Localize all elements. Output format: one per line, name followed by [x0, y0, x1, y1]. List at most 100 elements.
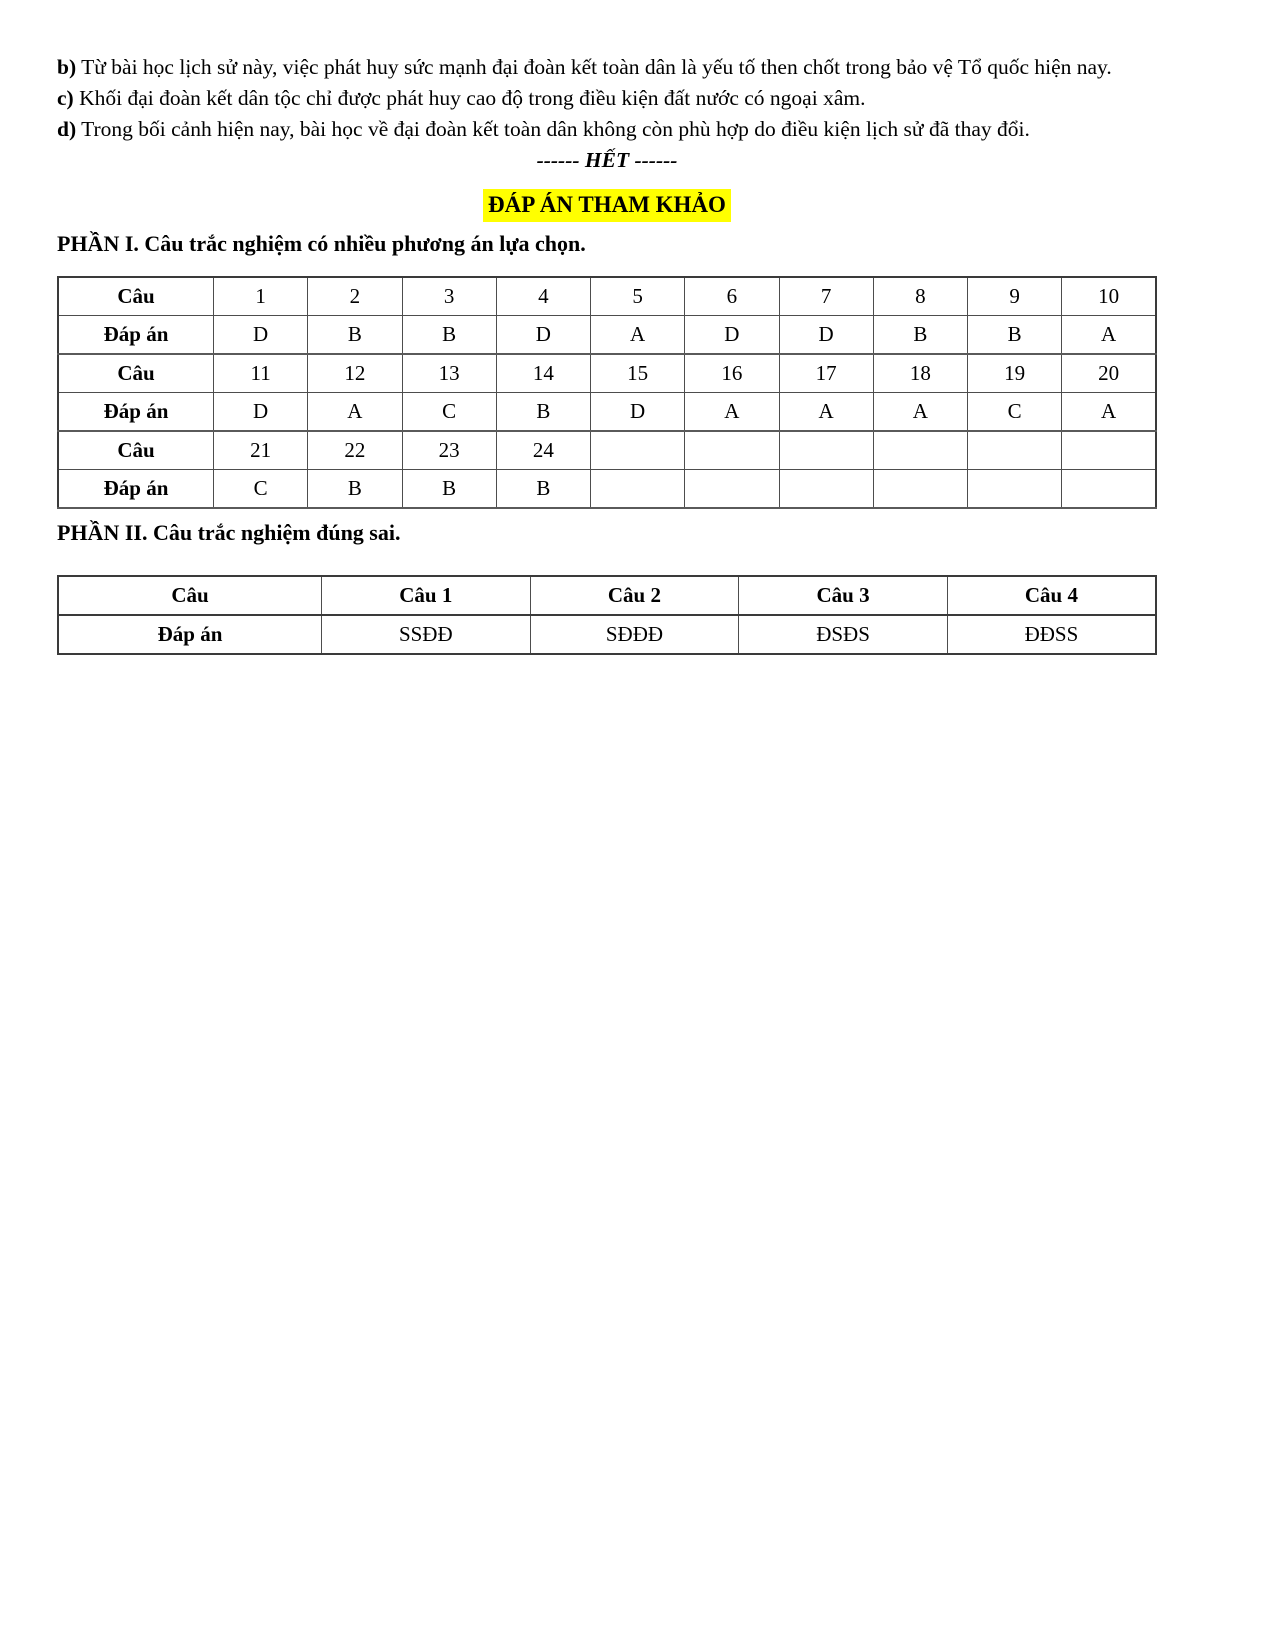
question-number-cell: 23: [401, 430, 497, 470]
question-number-cell: 3: [401, 276, 497, 316]
row-label-cell: Đáp án: [57, 614, 322, 655]
part2-heading: PHẦN II. Câu trắc nghiệm đúng sai.: [57, 520, 401, 545]
answer-title-row: ĐÁP ÁN THAM KHẢO: [57, 189, 1157, 222]
question-number-cell: 15: [589, 353, 686, 393]
answer-cell: [589, 469, 686, 509]
question-number-cell: 19: [966, 353, 1063, 393]
question-number-cell: 5: [589, 276, 686, 316]
answer-cell: A: [307, 392, 403, 432]
row-label-cell: Đáp án: [57, 469, 214, 509]
answer-cell: A: [872, 392, 969, 432]
answer-cell: [778, 469, 874, 509]
part1-table-row: Câu 1 2 3 4 5 6 7 8 9 10: [57, 276, 1157, 316]
answer-cell: C: [401, 392, 497, 432]
question-number-cell: 10: [1061, 276, 1157, 316]
answer-cell: ĐĐSS: [946, 614, 1157, 655]
statement-d-text: Trong bối cảnh hiện nay, bài học về đại …: [81, 117, 1030, 141]
answer-key-title: ĐÁP ÁN THAM KHẢO: [483, 189, 731, 222]
answer-cell: SĐĐĐ: [529, 614, 740, 655]
question-number-cell: 7: [778, 276, 874, 316]
answer-cell: B: [401, 469, 497, 509]
question-number-cell: 24: [495, 430, 592, 470]
statement-c: c) Khối đại đoàn kết dân tộc chỉ được ph…: [57, 83, 1157, 114]
question-number-cell: 11: [212, 353, 309, 393]
question-number-cell: 9: [966, 276, 1063, 316]
statement-b: b) Từ bài học lịch sử này, việc phát huy…: [57, 52, 1157, 83]
question-number-cell: 14: [495, 353, 592, 393]
row-label-cell: Câu: [57, 430, 214, 470]
question-number-cell: [778, 430, 874, 470]
header-cell: Câu 1: [321, 575, 531, 616]
answer-cell: [872, 469, 969, 509]
answer-cell: [684, 469, 780, 509]
part1-answer-table: Câu 1 2 3 4 5 6 7 8 9 10 Đáp án D B B D A D D B B A Câu 11 12 13 1…: [57, 276, 1157, 509]
question-number-cell: 6: [684, 276, 780, 316]
part1-table-row: Câu 21 22 23 24: [57, 430, 1157, 470]
answer-cell: ĐSĐS: [738, 614, 948, 655]
row-label-cell: Câu: [57, 353, 214, 393]
part2-answer-row: Đáp án SSĐĐ SĐĐĐ ĐSĐS ĐĐSS: [57, 614, 1157, 655]
header-cell: Câu 2: [529, 575, 740, 616]
question-number-cell: [872, 430, 969, 470]
question-number-cell: [1061, 430, 1157, 470]
question-number-cell: 18: [872, 353, 969, 393]
answer-cell: [966, 469, 1063, 509]
question-number-cell: [684, 430, 780, 470]
answer-cell: D: [778, 315, 874, 355]
question-number-cell: 21: [212, 430, 309, 470]
answer-cell: B: [307, 469, 403, 509]
answer-cell: A: [1061, 392, 1157, 432]
statement-c-text: Khối đại đoàn kết dân tộc chỉ được phát …: [79, 86, 866, 110]
question-number-cell: 2: [307, 276, 403, 316]
statement-b-text: Từ bài học lịch sử này, việc phát huy sứ…: [81, 55, 1112, 79]
answer-cell: D: [495, 315, 592, 355]
statement-d: d) Trong bối cảnh hiện nay, bài học về đ…: [57, 114, 1157, 145]
part1-table-row: Câu 11 12 13 14 15 16 17 18 19 20: [57, 353, 1157, 393]
row-label-cell: Đáp án: [57, 315, 214, 355]
question-number-cell: 13: [401, 353, 497, 393]
part1-table-row: Đáp án D B B D A D D B B A: [57, 315, 1157, 355]
answer-cell: [1061, 469, 1157, 509]
answer-cell: A: [589, 315, 686, 355]
header-cell: Câu: [57, 575, 322, 616]
answer-cell: C: [212, 469, 309, 509]
question-number-cell: 4: [495, 276, 592, 316]
answer-cell: D: [684, 315, 780, 355]
answer-cell: B: [495, 392, 592, 432]
question-number-cell: 22: [307, 430, 403, 470]
answer-cell: B: [495, 469, 592, 509]
answer-cell: A: [1061, 315, 1157, 355]
row-label-cell: Câu: [57, 276, 214, 316]
header-cell: Câu 4: [946, 575, 1157, 616]
answer-cell: SSĐĐ: [321, 614, 531, 655]
question-number-cell: 8: [872, 276, 969, 316]
answer-cell: A: [684, 392, 780, 432]
answer-cell: A: [778, 392, 874, 432]
end-marker: ------ HẾT ------: [536, 148, 678, 172]
part2-header-row: Câu Câu 1 Câu 2 Câu 3 Câu 4: [57, 575, 1157, 616]
statement-c-label: c): [57, 86, 74, 110]
header-cell: Câu 3: [738, 575, 948, 616]
document-content: b) Từ bài học lịch sử này, việc phát huy…: [57, 52, 1157, 655]
question-number-cell: [966, 430, 1063, 470]
answer-cell: D: [212, 315, 309, 355]
answer-cell: D: [212, 392, 309, 432]
part1-table-row: Đáp án D A C B D A A A C A: [57, 392, 1157, 432]
question-number-cell: 20: [1061, 353, 1157, 393]
answer-cell: B: [307, 315, 403, 355]
row-label-cell: Đáp án: [57, 392, 214, 432]
question-number-cell: [589, 430, 686, 470]
part2-answer-table: Câu Câu 1 Câu 2 Câu 3 Câu 4 Đáp án SSĐĐ SĐĐĐ ĐSĐ…: [57, 575, 1157, 655]
part1-heading: PHẦN I. Câu trắc nghiệm có nhiều phương …: [57, 231, 586, 256]
question-number-cell: 17: [778, 353, 874, 393]
statement-d-label: d): [57, 117, 77, 141]
answer-cell: B: [401, 315, 497, 355]
answer-cell: B: [966, 315, 1063, 355]
statement-b-label: b): [57, 55, 77, 79]
question-number-cell: 12: [307, 353, 403, 393]
part1-table-row: Đáp án C B B B: [57, 469, 1157, 509]
answer-cell: B: [872, 315, 969, 355]
answer-cell: D: [589, 392, 686, 432]
question-number-cell: 1: [212, 276, 309, 316]
